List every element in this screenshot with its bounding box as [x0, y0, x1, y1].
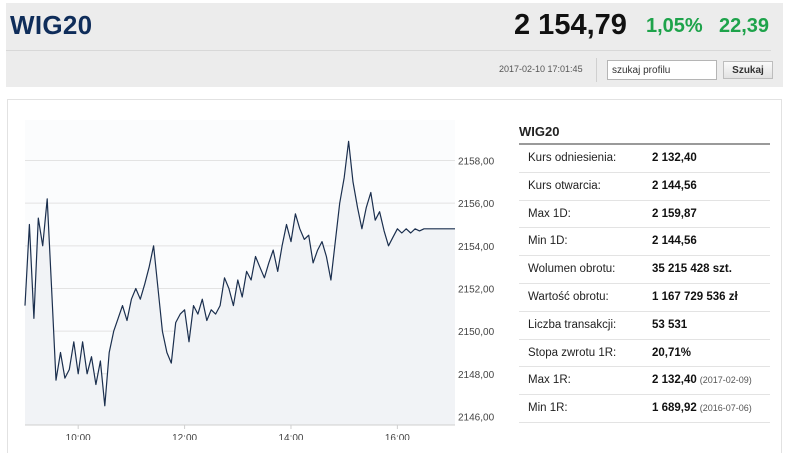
- stats-value-text: 2 132,40: [652, 374, 697, 387]
- stats-value-text: 2 132,40: [652, 152, 697, 164]
- stats-label: Max 1R:: [528, 374, 571, 387]
- stats-row: Min 1D: 2 144,56: [519, 228, 770, 257]
- stats-value: 20,71%: [652, 347, 691, 359]
- stats-label: Kurs otwarcia:: [528, 179, 601, 192]
- header-divider: [6, 50, 771, 51]
- stats-value: 1 167 729 536 zł: [652, 291, 738, 303]
- stats-title: WIG20: [519, 124, 770, 145]
- stats-row: Max 1D: 2 159,87: [519, 201, 770, 229]
- stats-row: Wolumen obrotu: 35 215 428 szt.: [519, 256, 770, 284]
- stats-table: WIG20 Kurs odniesienia: 2 132,40 Kurs otwa…: [519, 124, 770, 423]
- stats-value: 2 159,87: [652, 208, 697, 220]
- y-tick-label: 2156,00: [458, 199, 495, 210]
- x-tick-label: 16:00: [385, 433, 410, 440]
- stats-value-text: 2 159,87: [652, 207, 697, 220]
- stats-row: Liczba transakcji: 53 531: [519, 312, 770, 340]
- stats-date: (2016-07-06): [699, 403, 752, 414]
- stats-value: 35 215 428 szt.: [652, 263, 732, 275]
- y-tick-label: 2150,00: [458, 327, 495, 338]
- stats-label: Min 1D:: [528, 235, 568, 248]
- search-input[interactable]: [607, 60, 717, 80]
- intraday-chart[interactable]: 2146,00 2148,00 2150,00 2152,00 2154,00 2156,…: [10, 120, 500, 440]
- stats-value: 2 144,56: [652, 180, 697, 192]
- stats-row: Kurs otwarcia: 2 144,56: [519, 173, 770, 201]
- y-tick-label: 2148,00: [458, 370, 495, 381]
- change-percent: 1,05%: [646, 15, 703, 37]
- stats-value: 53 531: [652, 319, 687, 331]
- stats-label: Wolumen obrotu:: [528, 263, 616, 276]
- stats-value: 1 689,92 (2016-07-06): [652, 402, 752, 414]
- stats-value-text: 20,71%: [652, 346, 692, 359]
- stats-value-text: 1 689,92: [652, 402, 697, 415]
- stats-row: Max 1R: 2 132,40 (2017-02-09): [519, 367, 770, 396]
- stats-row: Kurs odniesienia: 2 132,40: [519, 145, 770, 173]
- x-tick-label: 12:00: [172, 433, 197, 440]
- stats-value-text: 1 167 729 536 zł: [652, 290, 738, 303]
- stats-label: Max 1D:: [528, 207, 571, 220]
- stats-row: Wartość obrotu: 1 167 729 536 zł: [519, 284, 770, 312]
- stats-value-text: 2 144,56: [652, 235, 697, 248]
- y-tick-label: 2158,00: [458, 157, 495, 168]
- stats-date: (2017-02-09): [699, 375, 752, 386]
- stats-value: 2 132,40 (2017-02-09): [652, 374, 752, 386]
- series-area: [25, 141, 455, 426]
- page-title: WIG20: [10, 10, 93, 40]
- x-tick-label: 10:00: [66, 433, 91, 440]
- current-price: 2 154,79: [514, 9, 627, 41]
- y-tick-label: 2154,00: [458, 242, 495, 253]
- y-tick-label: 2152,00: [458, 284, 495, 295]
- stats-value-text: 2 144,56: [652, 179, 697, 192]
- stats-value: 2 132,40: [652, 152, 697, 164]
- search-button[interactable]: Szukaj: [723, 61, 773, 79]
- stats-row: Min 1R: 1 689,92 (2016-07-06): [519, 395, 770, 423]
- series-line: [24, 140, 455, 407]
- stats-label: Stopa zwrotu 1R:: [528, 346, 617, 359]
- stats-row: Stopa zwrotu 1R: 20,71%: [519, 340, 770, 368]
- update-timestamp: 2017-02-10 17:01:45: [499, 64, 583, 74]
- stats-value-text: 35 215 428 szt.: [652, 263, 732, 276]
- stats-label: Liczba transakcji:: [528, 318, 617, 331]
- change-absolute: 22,39: [719, 15, 770, 37]
- stats-label: Wartość obrotu:: [528, 290, 609, 303]
- stats-value-text: 53 531: [652, 318, 688, 331]
- x-tick-label: 14:00: [278, 433, 303, 440]
- stats-value: 2 144,56: [652, 235, 697, 247]
- stats-label: Kurs odniesienia:: [528, 152, 617, 164]
- search-separator: [596, 58, 597, 82]
- y-tick-label: 2146,00: [458, 412, 495, 423]
- stats-label: Min 1R:: [528, 402, 568, 415]
